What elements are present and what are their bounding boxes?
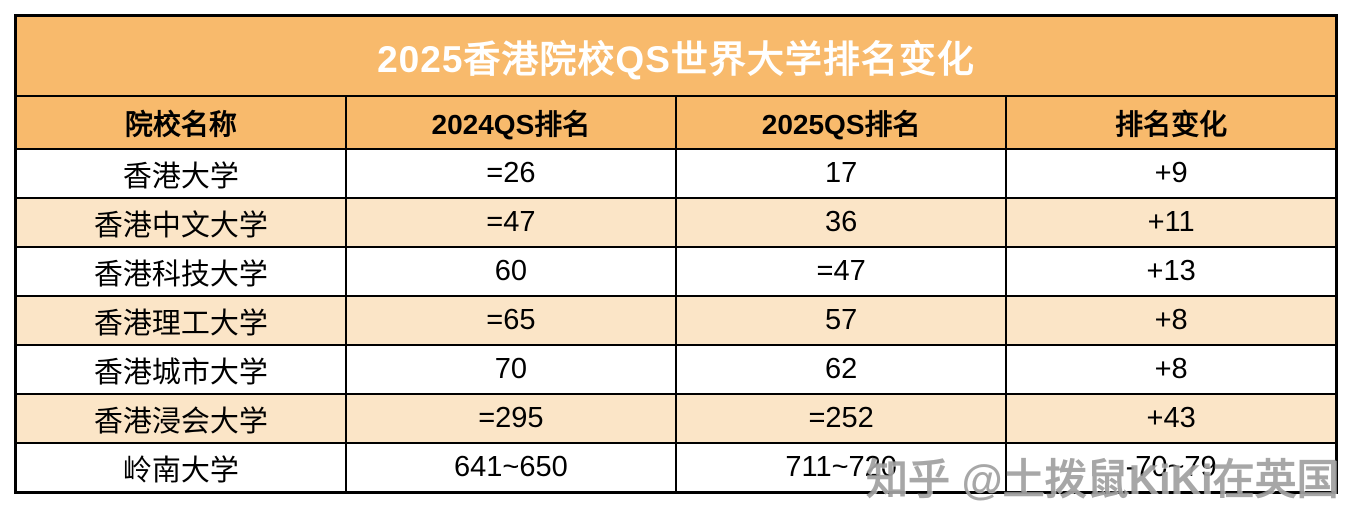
column-header-school: 院校名称 xyxy=(14,95,347,150)
cell-rank-change: +8 xyxy=(1005,344,1338,395)
cell-qs2025-rank: =252 xyxy=(674,393,1008,444)
cell-qs2025-rank: 57 xyxy=(674,295,1008,346)
cell-qs2024-rank: 70 xyxy=(344,344,678,395)
cell-school-name: 香港科技大学 xyxy=(14,246,347,297)
cell-school-name: 香港城市大学 xyxy=(14,344,347,395)
cell-rank-change: +11 xyxy=(1005,197,1338,248)
column-header-qs2025: 2025QS排名 xyxy=(674,95,1008,150)
table-row: 香港理工大学 =65 57 +8 xyxy=(14,295,1338,346)
cell-qs2025-rank: 36 xyxy=(674,197,1008,248)
table-title-row: 2025香港院校QS世界大学排名变化 xyxy=(14,14,1338,97)
cell-qs2025-rank: 62 xyxy=(674,344,1008,395)
cell-qs2025-rank: 711~720 xyxy=(674,442,1008,494)
table-row: 香港城市大学 70 62 +8 xyxy=(14,344,1338,395)
cell-qs2024-rank: =65 xyxy=(344,295,678,346)
cell-rank-change: +13 xyxy=(1005,246,1338,297)
table-row: 香港中文大学 =47 36 +11 xyxy=(14,197,1338,248)
cell-qs2024-rank: =295 xyxy=(344,393,678,444)
cell-qs2025-rank: =47 xyxy=(674,246,1008,297)
table-row: 香港科技大学 60 =47 +13 xyxy=(14,246,1338,297)
cell-qs2024-rank: =47 xyxy=(344,197,678,248)
cell-rank-change: +9 xyxy=(1005,148,1338,199)
cell-rank-change: -70~79 xyxy=(1005,442,1338,494)
cell-school-name: 香港中文大学 xyxy=(14,197,347,248)
column-header-qs2024: 2024QS排名 xyxy=(344,95,678,150)
cell-rank-change: +8 xyxy=(1005,295,1338,346)
cell-school-name: 香港浸会大学 xyxy=(14,393,347,444)
cell-school-name: 岭南大学 xyxy=(14,442,347,494)
table-title: 2025香港院校QS世界大学排名变化 xyxy=(14,14,1338,97)
cell-school-name: 香港理工大学 xyxy=(14,295,347,346)
table-header-row: 院校名称 2024QS排名 2025QS排名 排名变化 xyxy=(14,95,1338,150)
table-row: 岭南大学 641~650 711~720 -70~79 xyxy=(14,442,1338,494)
cell-qs2025-rank: 17 xyxy=(674,148,1008,199)
cell-qs2024-rank: =26 xyxy=(344,148,678,199)
cell-school-name: 香港大学 xyxy=(14,148,347,199)
table-row: 香港浸会大学 =295 =252 +43 xyxy=(14,393,1338,444)
cell-rank-change: +43 xyxy=(1005,393,1338,444)
column-header-change: 排名变化 xyxy=(1005,95,1338,150)
cell-qs2024-rank: 641~650 xyxy=(344,442,678,494)
qs-ranking-table: 2025香港院校QS世界大学排名变化 院校名称 2024QS排名 2025QS排… xyxy=(14,14,1338,494)
table-row: 香港大学 =26 17 +9 xyxy=(14,148,1338,199)
cell-qs2024-rank: 60 xyxy=(344,246,678,297)
